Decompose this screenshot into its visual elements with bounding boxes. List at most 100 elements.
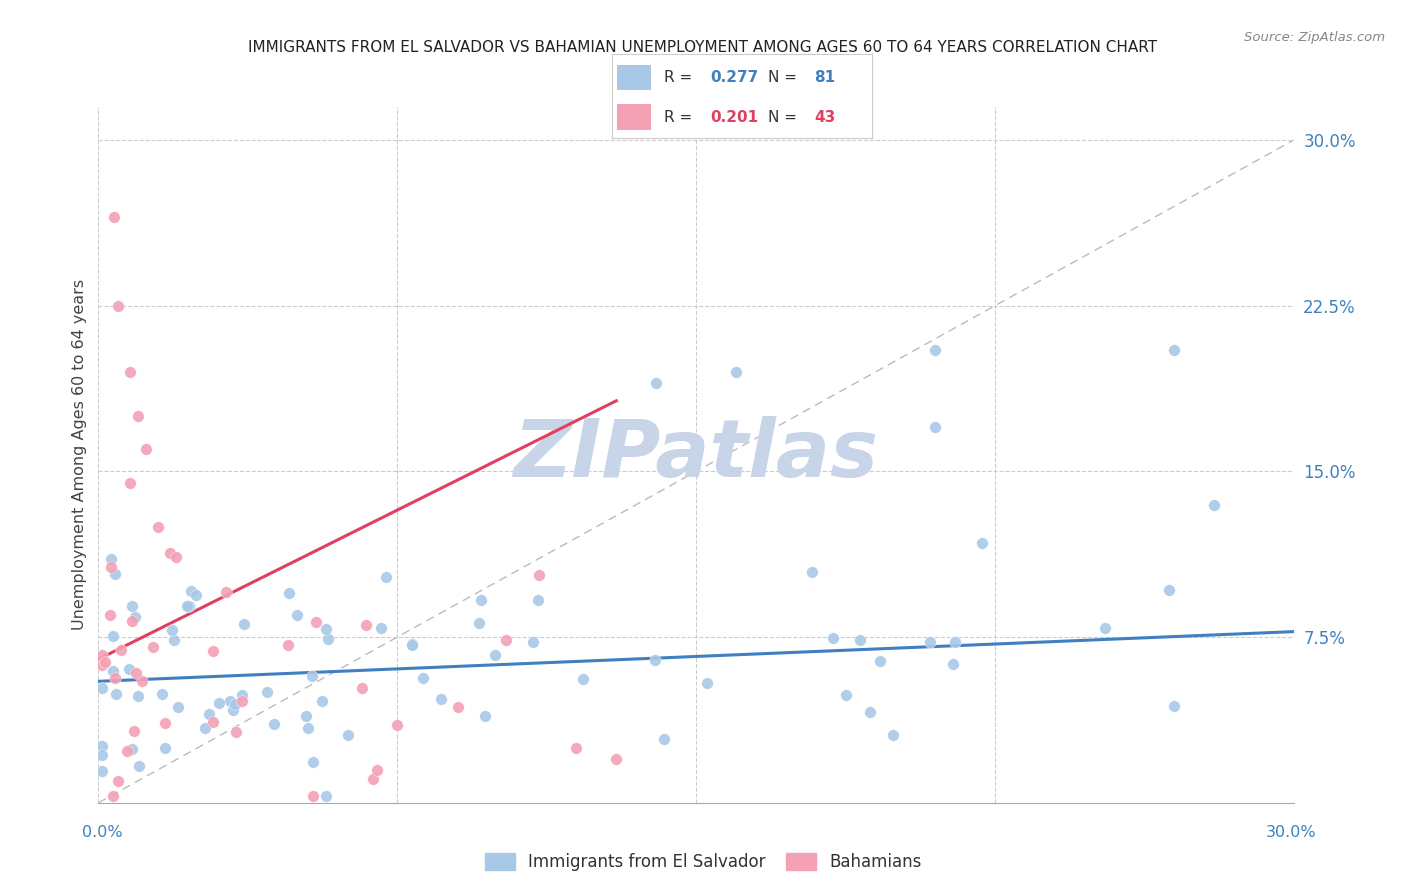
Point [91,657,114,672]
Point [337,728,360,742]
Point [121,615,143,629]
Point [118,662,141,676]
Point [924,343,946,357]
Point [370,621,392,635]
Point [120,475,142,490]
Point [104,671,127,685]
Point [724,365,747,379]
Legend: Immigrants from El Salvador, Bahamians: Immigrants from El Salvador, Bahamians [477,845,929,880]
Point [101,629,124,643]
Point [115,744,138,758]
Text: R =: R = [664,110,697,125]
Point [100,552,122,566]
Point [221,703,243,717]
Point [219,694,242,708]
Point [305,615,328,629]
Point [942,657,965,671]
Point [110,643,132,657]
Point [294,708,316,723]
Point [91,748,114,763]
Point [1094,621,1116,635]
Point [231,689,253,703]
Point [198,706,221,721]
Point [385,718,409,732]
Text: 0.0%: 0.0% [83,825,122,840]
Point [484,648,506,662]
Text: 0.201: 0.201 [710,110,759,125]
Point [302,755,325,769]
Point [98,607,121,622]
Point [131,674,153,689]
FancyBboxPatch shape [617,64,651,90]
Point [91,739,114,753]
Point [224,697,246,711]
Text: IMMIGRANTS FROM EL SALVADOR VS BAHAMIAN UNEMPLOYMENT AMONG AGES 60 TO 64 YEARS C: IMMIGRANTS FROM EL SALVADOR VS BAHAMIAN … [249,40,1157,55]
Point [150,687,173,701]
Text: 43: 43 [814,110,835,125]
Point [208,696,231,710]
Point [318,632,340,646]
Point [1163,343,1185,357]
Point [1202,498,1225,512]
Point [180,584,202,599]
Point [153,716,176,731]
Point [652,732,675,747]
Point [100,560,122,574]
Point [121,742,143,756]
Point [924,420,946,434]
Point [565,740,588,755]
Point [179,599,201,613]
Point [101,664,124,678]
Point [311,693,333,707]
Point [468,615,491,630]
Point [972,535,994,549]
Text: ZIPatlas: ZIPatlas [513,416,879,494]
Point [495,632,517,647]
Point [571,672,593,686]
Point [163,633,186,648]
Point [315,789,337,804]
Point [128,758,150,772]
Point [366,763,388,777]
Point [374,570,396,584]
Point [401,638,423,652]
Point [202,714,225,729]
Text: 81: 81 [814,70,835,85]
Point [142,640,165,655]
Point [645,376,668,391]
Point [124,610,146,624]
Text: N =: N = [768,70,801,85]
Point [315,622,337,636]
Point [285,607,308,622]
Point [127,409,149,424]
Point [202,644,225,658]
Point [943,635,966,649]
Point [176,599,198,613]
Point [849,632,872,647]
Point [882,728,904,742]
Point [522,635,544,649]
Point [869,654,891,668]
Point [1159,583,1181,598]
Point [165,550,187,565]
Point [474,709,496,723]
Point [361,772,384,786]
Point [231,694,253,708]
Point [527,567,550,582]
Point [91,681,114,695]
Point [215,584,238,599]
Point [356,617,378,632]
Text: 30.0%: 30.0% [1265,825,1316,840]
FancyBboxPatch shape [617,104,651,130]
Point [263,717,285,731]
Point [107,299,129,313]
Point [103,789,125,804]
Text: R =: R = [664,70,697,85]
Point [821,631,844,645]
Point [412,672,434,686]
Point [278,586,301,600]
Point [256,685,278,699]
Point [644,653,666,667]
Point [401,637,423,651]
Point [800,566,823,580]
